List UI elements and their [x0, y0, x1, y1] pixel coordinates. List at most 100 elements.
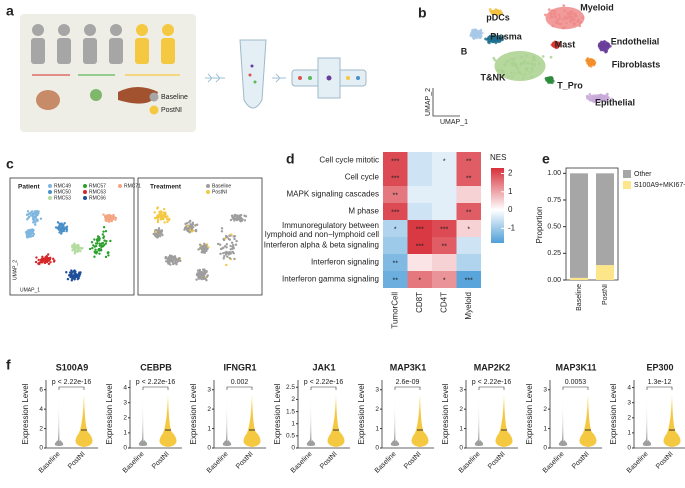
- p-value: 0.0053: [565, 379, 587, 386]
- significance: **: [393, 277, 399, 284]
- violin-baseline: [222, 397, 232, 446]
- y-tick-label: 3: [375, 386, 379, 393]
- legend-swatch: [83, 190, 87, 194]
- legend-label: Baseline: [212, 183, 231, 189]
- violin-postni: [159, 395, 177, 447]
- cell-dot: [73, 242, 76, 245]
- violin-postni: [75, 395, 93, 447]
- heatmap-cell: [456, 203, 481, 220]
- y-tick-label: 2: [123, 414, 127, 421]
- x-tick-label: Baseline: [290, 451, 314, 475]
- axis-label: Expression Level: [609, 383, 618, 444]
- heatmap-cell: [456, 169, 481, 186]
- legend-swatch: [83, 196, 87, 200]
- cell-dot: [58, 223, 62, 226]
- x-tick-label: PostNI: [571, 451, 591, 471]
- significance: ***: [391, 158, 399, 165]
- cell-dot: [191, 223, 195, 226]
- violin-postni: [579, 395, 597, 447]
- cell-dot: [47, 262, 51, 266]
- legend-label: Baseline: [161, 94, 188, 101]
- gene-title: MAP3K1: [390, 362, 427, 372]
- cell-dot: [33, 209, 37, 213]
- panel-a-illustration: [20, 14, 367, 132]
- bracket: [58, 386, 85, 390]
- cell-dot: [49, 261, 52, 264]
- cell-dot: [41, 255, 44, 259]
- cell-dot: [97, 247, 101, 251]
- heatmap-cell: [456, 186, 481, 203]
- cell-dot: [203, 251, 207, 254]
- significance: ***: [440, 226, 448, 233]
- y-tick-label: 4: [123, 384, 127, 391]
- cell-dot: [159, 210, 163, 213]
- column-label: TumorCell: [390, 292, 399, 329]
- y-tick-label: 1: [291, 420, 295, 427]
- y-tick-label: 0: [543, 445, 547, 452]
- axis-label: UMAP_2: [12, 260, 18, 280]
- y-tick-label: 0.50: [547, 224, 561, 231]
- legend-swatch: [48, 196, 52, 200]
- violin-baseline: [138, 397, 148, 446]
- colorbar-tick-label: 0: [508, 205, 513, 214]
- heatmap-cell: [383, 237, 408, 254]
- cell-dot: [95, 251, 98, 254]
- x-tick-label: PostNI: [403, 451, 423, 471]
- y-tick-label: 2: [627, 414, 631, 421]
- cell-dot: [65, 227, 68, 231]
- cell-dot: [45, 257, 48, 261]
- cell-dot: [229, 218, 233, 222]
- umap-axes: [432, 88, 460, 117]
- p-value: p < 2.22e-16: [472, 379, 512, 386]
- cell-dot: [105, 239, 108, 243]
- cell-dot: [107, 220, 111, 223]
- x-tick-label: PostNI: [151, 451, 171, 471]
- cell-dot: [93, 238, 96, 241]
- y-tick-label: 0: [291, 445, 295, 452]
- y-tick-label: 2: [459, 406, 463, 413]
- cell-dot: [94, 248, 97, 251]
- cell-dot: [161, 213, 165, 217]
- cell-dot: [91, 246, 94, 250]
- significance: ***: [416, 243, 424, 250]
- y-tick-label: 2: [207, 406, 211, 413]
- cell-dot: [236, 218, 239, 221]
- legend-swatch: [206, 190, 210, 194]
- cell-dot: [230, 233, 233, 236]
- y-tick-label: 1.00: [547, 170, 561, 177]
- cell-dot: [220, 230, 224, 233]
- cluster-blob: [552, 42, 560, 48]
- cell-dot: [194, 229, 198, 233]
- cell-dot: [610, 97, 614, 101]
- cell-dot: [165, 260, 168, 263]
- y-tick-label: 0.00: [547, 277, 561, 284]
- heatmap-cell: [456, 254, 481, 271]
- cell-dot: [243, 219, 247, 222]
- y-tick-label: 0.25: [547, 250, 561, 257]
- y-tick-label: 6: [39, 386, 43, 393]
- cell-dot: [32, 213, 35, 216]
- cluster-blob: [470, 29, 482, 39]
- y-tick-label: 3: [543, 386, 547, 393]
- cell-dot: [168, 256, 172, 259]
- y-tick-label: 1: [375, 425, 379, 432]
- cell-dot: [97, 237, 100, 240]
- cell-dot: [33, 223, 37, 226]
- cell-dot: [232, 235, 235, 238]
- y-tick-label: 1: [627, 430, 631, 437]
- cell-dot: [225, 250, 228, 254]
- significance: *: [443, 158, 446, 165]
- x-tick-label: Baseline: [576, 284, 583, 311]
- cell-dot: [94, 244, 98, 248]
- cell-dot: [232, 216, 236, 219]
- violin-postni: [663, 395, 681, 447]
- cluster-blob: [546, 77, 554, 83]
- cell-dot: [73, 269, 76, 272]
- y-tick-label: 4: [627, 384, 631, 391]
- cell-dot: [164, 213, 167, 216]
- cluster-label: Epithelial: [595, 97, 635, 107]
- cluster-blob: [490, 9, 502, 15]
- cell-dot: [198, 243, 202, 246]
- heatmap-cell: [456, 152, 481, 169]
- cell-dot: [164, 215, 167, 219]
